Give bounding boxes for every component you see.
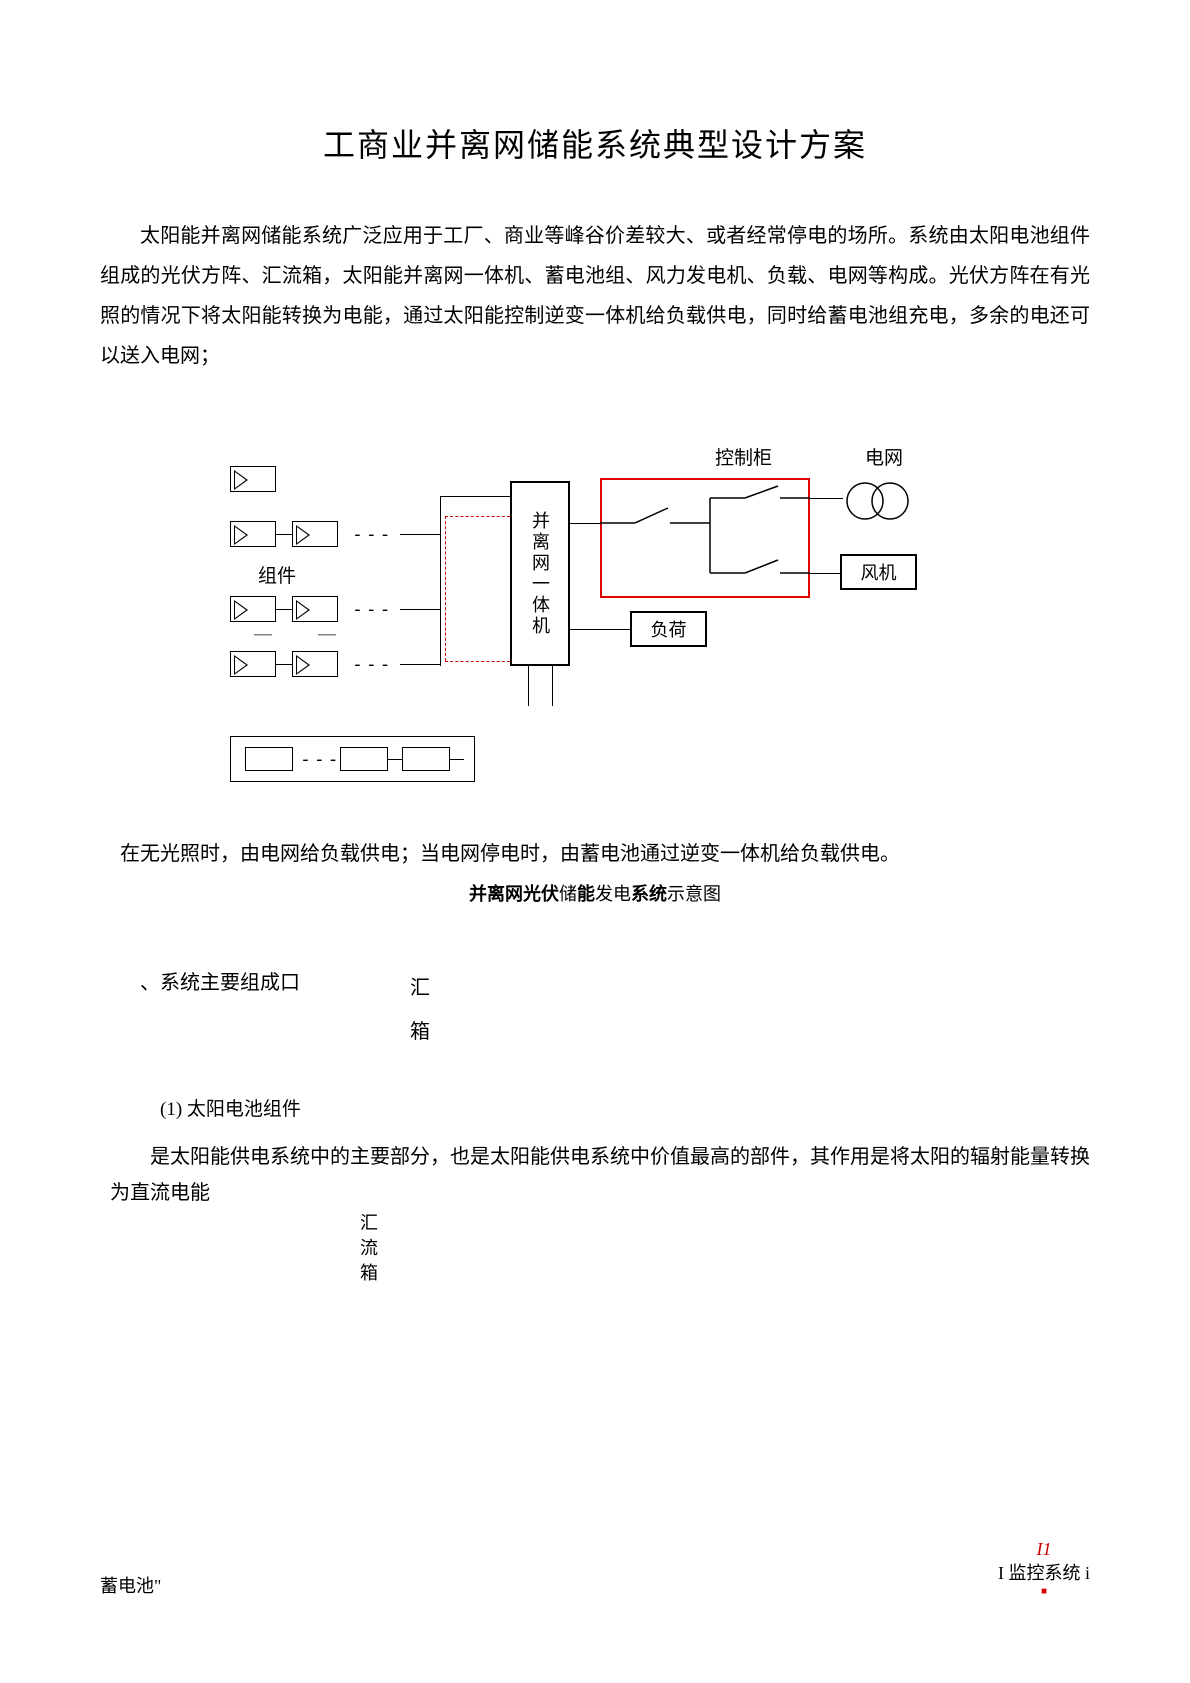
connector-line xyxy=(440,496,510,497)
caption-line: 在无光照时，由电网给负载供电；当电网停电时，由蓄电池通过逆变一体机给负载供电。 xyxy=(100,836,1090,872)
connector-line xyxy=(388,759,402,760)
connector-line xyxy=(276,664,292,665)
trail-char: 流 xyxy=(360,1236,1090,1261)
cell-icon xyxy=(402,747,450,771)
wind-label: 风机 xyxy=(861,559,897,585)
red-dashed-line xyxy=(445,661,510,662)
grid-label: 电网 xyxy=(865,443,903,470)
connector-line xyxy=(400,534,440,535)
load-label: 负荷 xyxy=(651,616,687,642)
connector-line xyxy=(400,609,440,610)
system-diagram: 控制柜 电网 --- 组件 --- ｜ ｜ --- 并离网一体机 xyxy=(100,446,1090,806)
switch-icon xyxy=(600,478,810,598)
trail-char: 汇 xyxy=(360,1211,1090,1236)
connector-line xyxy=(570,523,600,524)
connector-line xyxy=(400,664,440,665)
module-label: 组件 xyxy=(258,561,296,588)
connector-line xyxy=(810,498,843,499)
caption-bold: 系统 xyxy=(631,884,667,904)
red-dashed-line xyxy=(445,516,446,661)
connector-line xyxy=(276,534,292,535)
cell-icon xyxy=(245,747,293,771)
red-dot-icon: ■ xyxy=(998,1585,1090,1598)
pv-module-icon xyxy=(230,521,276,547)
pv-module-icon xyxy=(230,596,276,622)
sub-heading: (1) 太阳电池组件 xyxy=(160,1094,1090,1121)
hui-char: 汇 xyxy=(410,966,430,1010)
inverter-label: 并离网一体机 xyxy=(527,511,553,637)
xiang-char: 箱 xyxy=(410,1010,430,1054)
battery-label: 蓄电池" xyxy=(100,1572,161,1598)
section-heading-row: 、系统主要组成口 汇 箱 xyxy=(100,966,1090,1054)
connector-line xyxy=(528,666,529,706)
dash-text: --- xyxy=(300,749,342,770)
page-title: 工商业并离网储能系统典型设计方案 xyxy=(100,120,1090,166)
figure-caption: 并离网光伏储能发电系统示意图 xyxy=(100,880,1090,906)
connector-line xyxy=(552,666,553,706)
connector-line xyxy=(450,759,464,760)
caption-part: 示意 xyxy=(667,884,703,904)
wind-box: 风机 xyxy=(840,554,917,590)
control-cabinet-label: 控制柜 xyxy=(715,443,772,470)
pv-module-icon xyxy=(292,596,338,622)
connector-line xyxy=(276,609,292,610)
pv-module-icon xyxy=(230,651,276,677)
monitor-line1: I1 xyxy=(1037,1539,1052,1559)
caption-bold: 能 xyxy=(577,884,595,904)
dash-text: --- xyxy=(352,654,394,675)
cell-icon xyxy=(340,747,388,771)
load-box: 负荷 xyxy=(630,611,707,647)
caption-part: 图 xyxy=(703,884,721,904)
trailing-vertical-text: 汇 流 箱 xyxy=(360,1211,1090,1287)
hui-box-label: 汇 箱 xyxy=(410,966,430,1054)
dash-text: --- xyxy=(352,599,394,620)
bottom-row: 蓄电池" I1 I 监控系统 i ■ xyxy=(100,1538,1090,1598)
caption-part: 储 xyxy=(559,884,577,904)
inverter-box: 并离网一体机 xyxy=(510,481,570,666)
pv-module-icon xyxy=(230,466,276,492)
dash-text: ｜ xyxy=(312,626,338,644)
caption-bold: 并离网光伏 xyxy=(469,884,559,904)
red-dashed-line xyxy=(445,516,510,517)
monitor-line2: I 监控系统 i xyxy=(998,1562,1090,1585)
connector-line xyxy=(570,629,630,630)
intro-paragraph: 太阳能并离网储能系统广泛应用于工厂、商业等峰谷价差较大、或者经常停电的场所。系统… xyxy=(100,216,1090,376)
transformer-icon xyxy=(840,476,920,526)
section-heading: 、系统主要组成口 xyxy=(140,966,300,995)
pv-module-icon xyxy=(292,651,338,677)
dash-text: --- xyxy=(352,524,394,545)
trail-char: 箱 xyxy=(360,1261,1090,1286)
bus-line xyxy=(440,496,441,666)
pv-module-icon xyxy=(292,521,338,547)
connector-line xyxy=(810,573,840,574)
caption-part: 发电 xyxy=(595,884,631,904)
monitor-block: I1 I 监控系统 i ■ xyxy=(998,1538,1090,1598)
body-paragraph: 是太阳能供电系统中的主要部分，也是太阳能供电系统中价值最高的部件，其作用是将太阳… xyxy=(110,1139,1090,1211)
dash-text: ｜ xyxy=(248,626,274,644)
